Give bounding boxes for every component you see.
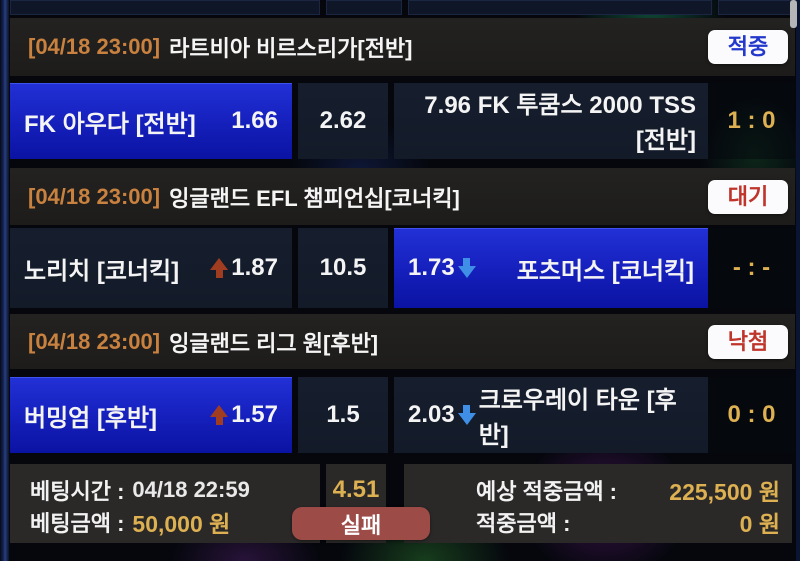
away-odds-cell[interactable]: 1.73 포츠머스 [코너킥] [394,228,708,308]
status-badge-win[interactable]: 적중 [708,30,788,64]
match-datetime: [04/18 23:00] [28,34,161,59]
bet-info-panel: 베팅시간 : 04/18 22:59 베팅금액 : 50,000 원 [10,464,320,543]
draw-odds: 2.62 [319,107,367,134]
odds-up-arrow-icon [210,405,229,425]
bet-amount-value: 50,000 원 [132,511,231,537]
payout-label: 적중금액 : [476,511,571,536]
away-odds-cell[interactable]: 7.96 FK 투쿰스 2000 TSS [전반] [394,83,708,159]
draw-odds-cell[interactable]: 1.5 [298,377,388,453]
league-name: 라트비아 비르스리가[전반] [169,36,413,61]
home-team-name: 버밍엄 [후반] [24,404,158,432]
odds-up-arrow-icon [210,258,229,278]
expected-payout-value: 225,500 원 [669,479,780,505]
previous-row-cell [326,0,402,15]
match-row: 노리치 [코너킥] 1.87 10.5 1.73 포츠머스 [코너킥] - : … [10,228,795,308]
draw-odds-cell[interactable]: 10.5 [298,228,388,308]
home-odds: 1.57 [231,401,278,428]
bet-amount-label: 베팅금액 : [30,511,125,536]
away-odds: 1.73 [408,254,455,281]
scrollbar-thumb[interactable] [790,0,797,28]
odds-down-arrow-icon [457,258,476,278]
score: 1 : 0 [708,83,795,159]
previous-row-cell [10,0,320,15]
home-odds-cell[interactable]: 버밍엄 [후반] 1.57 [10,377,292,453]
league-header: [04/18 23:00] 잉글랜드 리그 원[후반] 낙첨 [10,314,795,369]
away-team-name: 크로우레이 타운 [후반] [478,387,677,449]
odds-down-arrow-icon [457,405,476,425]
status-badge-lost[interactable]: 낙첨 [708,324,788,359]
payout-info-panel: 예상 적중금액 : 225,500 원 적중금액 : 0 원 [404,464,792,543]
match-datetime: [04/18 23:00] [28,328,161,354]
home-team-name: 노리치 [코너킥] [24,257,180,285]
away-team-name: FK 투쿰스 2000 TSS [전반] [477,92,696,154]
result-fail-button[interactable]: 실패 [292,507,430,540]
home-team-name: FK 아우다 [전반] [24,110,196,138]
bet-time-value: 04/18 22:59 [132,477,250,502]
home-odds-cell[interactable]: FK 아우다 [전반] 1.66 [10,83,292,159]
home-odds-cell[interactable]: 노리치 [코너킥] 1.87 [10,228,292,308]
home-odds: 1.87 [231,254,278,281]
score: - : - [708,228,795,308]
expected-payout-label: 예상 적중금액 : [476,479,617,504]
draw-odds-cell[interactable]: 2.62 [298,83,388,159]
league-name: 잉글랜드 EFL 챔피언십[코너킥] [169,185,460,211]
left-edge-divider [0,0,9,561]
league-header: [04/18 23:00] 라트비아 비르스리가[전반] 적중 [10,18,795,76]
draw-odds: 1.5 [326,401,360,428]
draw-odds: 10.5 [319,254,367,281]
away-odds-cell[interactable]: 2.03 크로우레이 타운 [후반] [394,377,708,453]
bet-time-label: 베팅시간 : [30,479,125,504]
match-row: FK 아우다 [전반] 1.66 2.62 7.96 FK 투쿰스 2000 T… [10,83,795,159]
away-team-name: 포츠머스 [코너킥] [516,257,694,285]
match-datetime: [04/18 23:00] [28,183,161,209]
home-odds: 1.66 [231,107,278,134]
payout-value: 0 원 [739,511,780,537]
status-badge-pending[interactable]: 대기 [708,179,788,214]
league-header: [04/18 23:00] 잉글랜드 EFL 챔피언십[코너킥] 대기 [10,168,795,225]
league-name: 잉글랜드 리그 원[후반] [169,330,379,356]
total-odds-value: 4.51 [332,476,380,503]
previous-row-cell [718,0,792,15]
match-row: 버밍엄 [후반] 1.57 1.5 2.03 크로우레이 타운 [후반] 0 :… [10,377,795,453]
score: 0 : 0 [708,377,795,453]
right-edge-divider [796,0,800,561]
away-odds: 7.96 [424,92,472,119]
away-odds: 2.03 [408,401,455,428]
previous-row-cell [408,0,712,15]
